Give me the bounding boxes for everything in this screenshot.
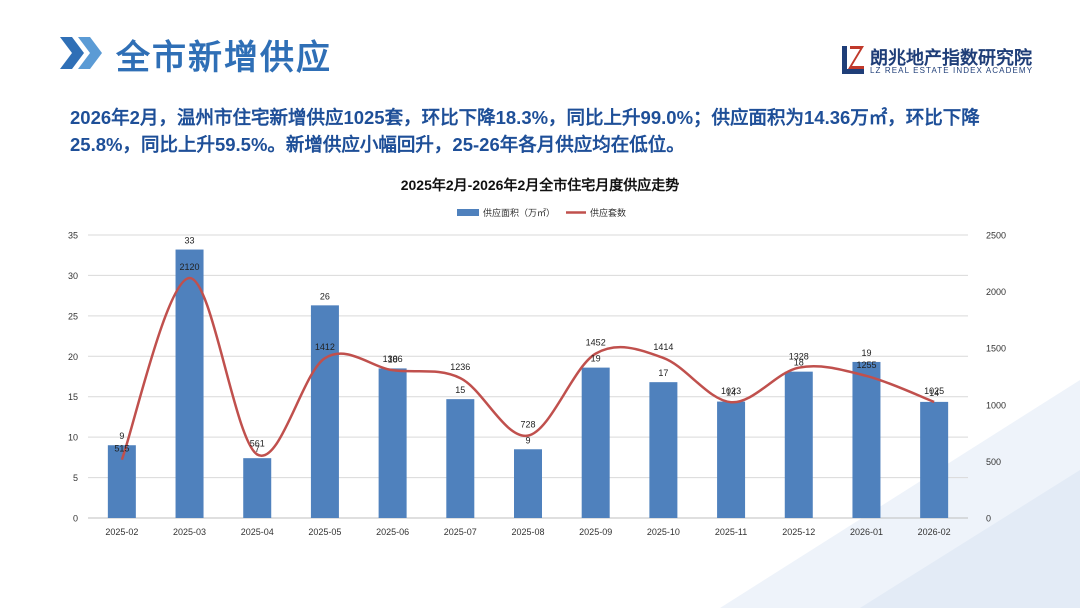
- bar-data-label: 33: [185, 236, 195, 246]
- logo-english-name: LZ REAL ESTATE INDEX ACADEMY: [870, 66, 1034, 75]
- line-data-label: 1236: [450, 362, 470, 372]
- y-right-tick-label: 1500: [986, 344, 1006, 354]
- line-data-label: 1412: [315, 342, 335, 352]
- bar-data-label: 14: [726, 388, 736, 398]
- y-left-tick-label: 5: [73, 473, 78, 483]
- x-tick-label: 2025-04: [241, 527, 274, 537]
- bar: [920, 401, 949, 518]
- legend-label-bar: 供应面积（万㎡）: [483, 207, 555, 218]
- line-data-label: 1328: [789, 352, 809, 362]
- x-tick-label: 2025-12: [782, 527, 815, 537]
- y-left-tick-label: 10: [68, 433, 78, 443]
- x-tick-label: 2025-11: [715, 527, 747, 537]
- bar: [649, 382, 678, 518]
- line-data-label: 1414: [653, 342, 673, 352]
- x-tick-label: 2025-03: [173, 527, 206, 537]
- bar-data-label: 14: [929, 388, 939, 398]
- x-tick-label: 2025-06: [376, 527, 409, 537]
- x-tick-label: 2025-08: [511, 527, 544, 537]
- y-left-tick-label: 0: [73, 514, 78, 524]
- bar: [243, 458, 272, 518]
- logo-mark-icon: [842, 46, 864, 74]
- x-tick-label: 2025-02: [105, 527, 138, 537]
- line-data-label: 1306: [383, 354, 403, 364]
- bar-data-label: 19: [591, 354, 601, 364]
- bar-data-label: 15: [455, 385, 465, 395]
- y-right-tick-label: 0: [986, 514, 991, 524]
- y-left-tick-label: 25: [68, 311, 78, 321]
- y-left-tick-label: 30: [68, 271, 78, 281]
- bar: [378, 368, 407, 518]
- bar: [784, 371, 813, 518]
- line-data-label: 728: [520, 420, 535, 430]
- bar: [175, 249, 204, 518]
- y-left-tick-label: 20: [68, 352, 78, 362]
- line-data-label: 561: [250, 438, 265, 448]
- line-data-label: 515: [114, 444, 129, 454]
- bar-data-label: 9: [119, 431, 124, 441]
- line-series: [120, 276, 935, 461]
- bar: [310, 305, 339, 518]
- y-right-tick-label: 2500: [986, 231, 1006, 241]
- bar-data-label: 19: [861, 348, 871, 358]
- summary-text: 2026年2月，温州市住宅新增供应1025套，环比下降18.3%，同比上升99.…: [70, 107, 980, 155]
- line-data-label: 1023: [721, 386, 741, 396]
- line-data-label: 1025: [924, 386, 944, 396]
- x-tick-label: 2025-09: [579, 527, 612, 537]
- bar-data-label: 18: [794, 358, 804, 368]
- legend-label-line: 供应套数: [590, 207, 626, 218]
- line-data-label: 2120: [180, 262, 200, 272]
- y-left-tick-label: 35: [68, 231, 78, 241]
- bar-data-label: 9: [525, 435, 530, 445]
- bar: [581, 367, 610, 518]
- logo-chinese-name: 朗兆地产指数研究院: [870, 48, 1032, 68]
- header: 全市新增供应 朗兆地产指数研究院 LZ REAL ESTATE INDEX AC…: [0, 0, 1080, 100]
- bar: [717, 401, 746, 518]
- bar-data-label: 18: [388, 354, 398, 364]
- bar: [446, 399, 475, 518]
- bar-data-label: 17: [658, 368, 668, 378]
- line-data-label: 1452: [586, 338, 606, 348]
- bar: [514, 449, 542, 518]
- x-tick-label: 2025-05: [308, 527, 341, 537]
- x-tick-label: 2026-02: [918, 527, 951, 537]
- y-right-tick-label: 1000: [986, 400, 1006, 410]
- x-tick-label: 2026-01: [850, 527, 883, 537]
- bar-data-label: 7: [255, 444, 260, 454]
- y-right-tick-label: 2000: [986, 287, 1006, 297]
- chart-title: 2025年2月-2026年2月全市住宅月度供应走势: [401, 177, 680, 193]
- logo: 朗兆地产指数研究院 LZ REAL ESTATE INDEX ACADEMY: [842, 44, 1032, 80]
- page-title: 全市新增供应: [116, 39, 332, 77]
- chevron-right-icon: [60, 37, 102, 69]
- y-right-tick-label: 500: [986, 457, 1001, 467]
- bar-data-label: 26: [320, 291, 330, 301]
- x-tick-label: 2025-07: [444, 527, 477, 537]
- legend-swatch-bar: [457, 209, 479, 216]
- y-left-tick-label: 15: [68, 392, 78, 402]
- x-tick-label: 2025-10: [647, 527, 680, 537]
- line-data-label: 1255: [856, 360, 876, 370]
- bar: [852, 361, 881, 518]
